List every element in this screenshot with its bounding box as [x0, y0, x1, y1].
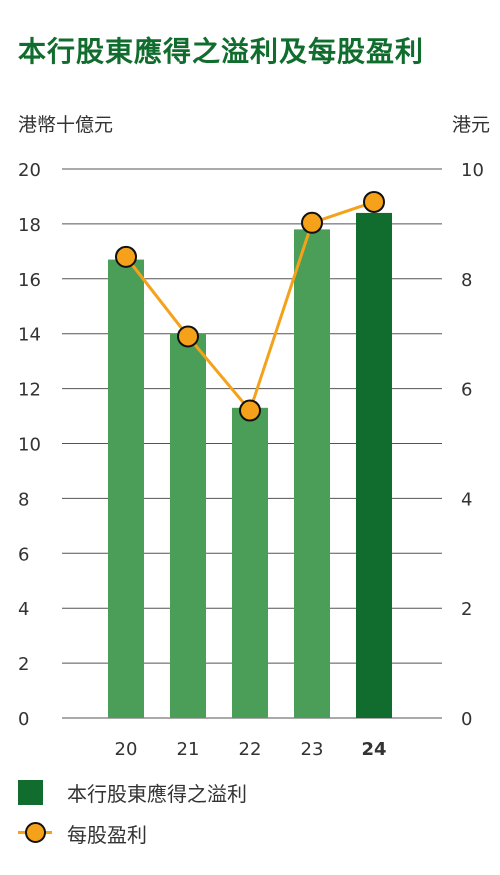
eps-point-22: [239, 399, 261, 422]
right-tick-label: 10: [461, 160, 484, 181]
eps-point-23: [301, 211, 323, 234]
bars: [108, 212, 392, 719]
left-tick-label: 18: [18, 215, 41, 236]
right-axis-label: 港元: [452, 114, 490, 136]
legend-item-eps: 每股盈利: [18, 818, 247, 848]
left-tick-label: 6: [18, 544, 29, 565]
left-axis-ticks: 0 2 4 6 8 10 12 14 16 18 20: [18, 160, 41, 730]
left-tick-label: 16: [18, 270, 41, 291]
bar-24: [356, 212, 392, 719]
x-tick-label: 23: [301, 739, 324, 760]
legend: 本行股東應得之溢利 每股盈利: [18, 777, 247, 848]
bar-23: [294, 229, 330, 718]
left-tick-label: 10: [18, 435, 41, 456]
eps-point-21: [177, 325, 199, 348]
right-tick-label: 0: [461, 709, 472, 730]
right-tick-label: 6: [461, 380, 472, 401]
legend-line-marker: [18, 818, 52, 848]
right-axis-ticks: 0 2 4 6 8 10: [461, 160, 484, 730]
left-tick-label: 4: [18, 599, 29, 620]
right-tick-label: 2: [461, 599, 472, 620]
bar-22: [232, 407, 268, 718]
right-tick-label: 8: [461, 270, 472, 291]
x-tick-label: 20: [115, 739, 138, 760]
left-axis-label: 港幣十億元: [18, 114, 113, 136]
left-tick-label: 0: [18, 709, 29, 730]
legend-item-profit: 本行股東應得之溢利: [18, 777, 247, 807]
eps-point-20: [115, 245, 137, 268]
left-tick-label: 12: [18, 380, 41, 401]
eps-line-path: [124, 200, 375, 413]
eps-point-24: [363, 190, 385, 213]
x-axis-ticks: 20 21 22 23 24: [115, 739, 387, 760]
left-tick-label: 8: [18, 489, 29, 510]
eps-line: [115, 190, 385, 422]
legend-eps-label: 每股盈利: [67, 822, 147, 847]
legend-bar-swatch: [18, 779, 43, 805]
bar-20: [108, 259, 144, 718]
x-tick-label: 24: [361, 739, 386, 760]
left-tick-label: 2: [18, 654, 29, 675]
chart-title: 本行股東應得之溢利及每股盈利: [18, 35, 425, 68]
left-tick-label: 20: [18, 160, 41, 181]
x-tick-label: 22: [239, 739, 262, 760]
left-tick-label: 14: [18, 325, 41, 346]
x-tick-label: 21: [177, 739, 200, 760]
right-tick-label: 4: [461, 489, 472, 510]
bar-21: [170, 333, 206, 718]
legend-profit-label: 本行股東應得之溢利: [67, 781, 247, 806]
